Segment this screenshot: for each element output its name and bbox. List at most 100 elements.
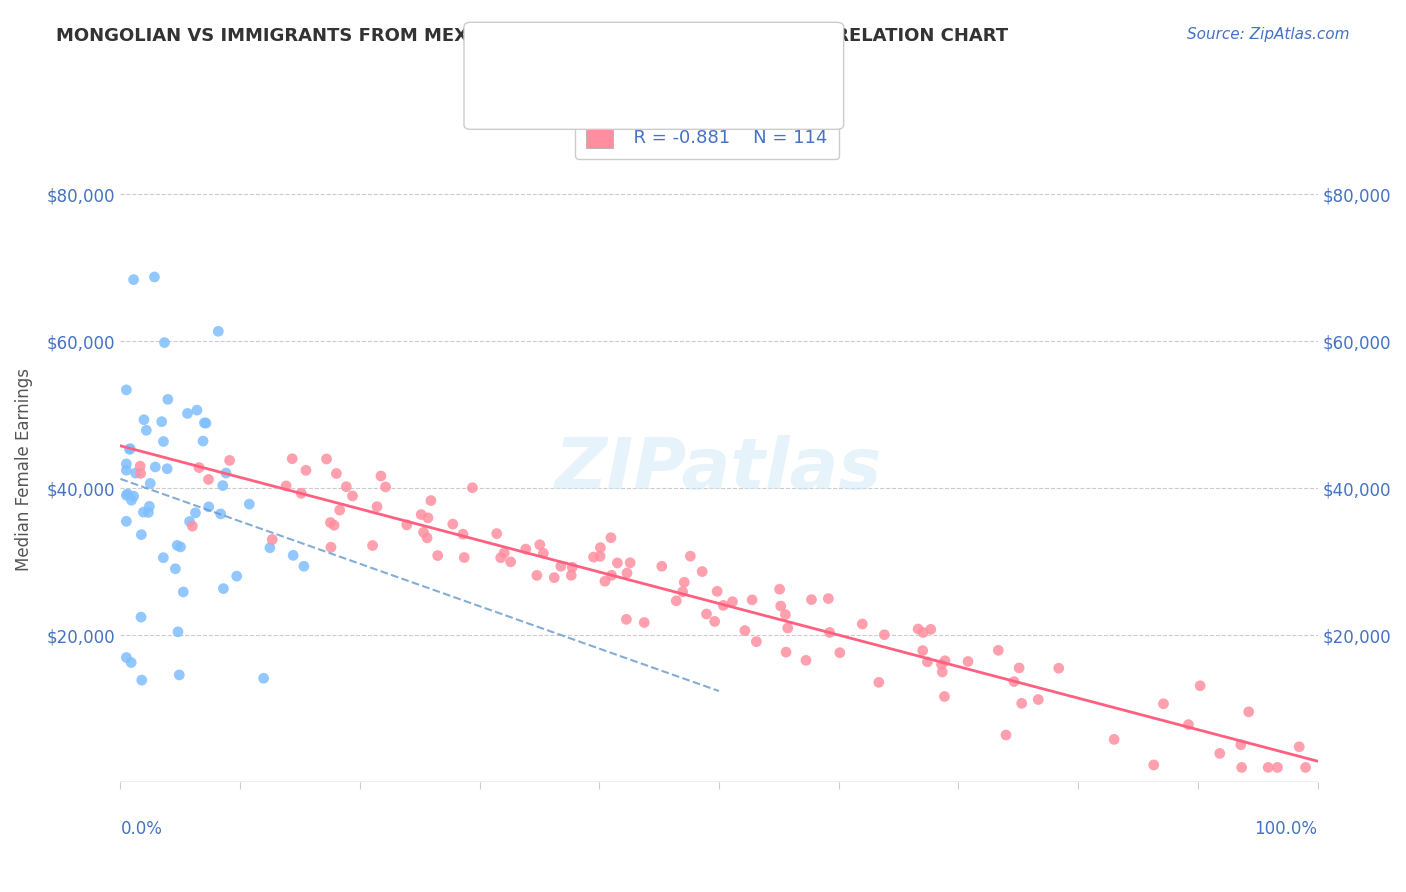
Point [531,546,554,560]
Point [690,565,713,579]
Point [934,690,956,704]
Point [931,657,953,672]
Point [156,392,179,407]
Point [115,514,138,528]
Point [120,442,142,456]
Point [917,655,939,669]
Point [207,324,229,338]
Point [776,621,799,635]
Point [191,434,214,448]
Point [589,549,612,564]
Point [499,555,522,569]
Point [172,585,194,599]
Text: Source: ZipAtlas.com: Source: ZipAtlas.com [1187,27,1350,42]
Point [218,453,240,467]
Point [129,467,152,481]
Point [665,594,688,608]
Point [129,459,152,474]
Point [135,423,157,437]
Point [295,463,318,477]
Point [931,665,953,679]
Point [560,568,582,582]
Point [741,592,763,607]
Point [315,452,337,467]
Point [515,542,537,557]
Point [319,516,342,530]
Point [323,518,346,533]
Point [489,550,512,565]
Point [920,623,942,637]
Point [395,517,418,532]
Point [485,526,508,541]
Point [115,383,138,397]
Point [582,550,605,565]
Point [209,507,232,521]
Point [526,568,548,582]
Point [441,517,464,532]
Point [1230,738,1253,752]
Point [775,645,797,659]
Point [329,503,352,517]
Point [124,466,146,480]
Text: 100.0%: 100.0% [1254,820,1317,838]
Point [370,469,392,483]
Point [115,457,138,471]
Point [131,673,153,687]
Point [374,480,396,494]
Point [319,540,342,554]
Point [1189,679,1212,693]
Point [1011,696,1033,710]
Point [252,671,274,685]
Point [121,493,143,508]
Point [115,463,138,477]
Point [1047,661,1070,675]
Point [543,571,565,585]
Point [426,549,449,563]
Point [259,541,281,555]
Point [768,582,790,597]
Point [262,533,284,547]
Point [238,497,260,511]
Point [1008,661,1031,675]
Point [711,599,734,613]
Point [276,479,298,493]
Point [335,480,357,494]
Point [818,625,841,640]
Point [138,500,160,514]
Point [911,643,934,657]
Text: ZIPatlas: ZIPatlas [555,435,883,504]
Point [167,624,190,639]
Point [794,653,817,667]
Point [139,476,162,491]
Point [131,527,153,541]
Point [225,569,247,583]
Point [143,459,166,474]
Point [169,540,191,554]
Point [186,403,208,417]
Point [184,506,207,520]
Point [600,568,623,582]
Point [817,591,839,606]
Point [734,624,756,638]
Point [1002,674,1025,689]
Point [1288,739,1310,754]
Point [194,416,217,430]
Point [633,615,655,630]
Point [416,511,439,525]
Point [176,406,198,420]
Point [593,574,616,589]
Point [283,549,305,563]
Point [281,451,304,466]
Point [1295,760,1317,774]
Point [868,675,890,690]
Point [412,525,434,540]
Point [156,461,179,475]
Point [179,515,201,529]
Point [152,550,174,565]
Point [934,654,956,668]
Point [325,467,347,481]
Point [193,416,215,430]
Point [1177,717,1199,731]
Point [290,486,312,500]
Point [115,650,138,665]
